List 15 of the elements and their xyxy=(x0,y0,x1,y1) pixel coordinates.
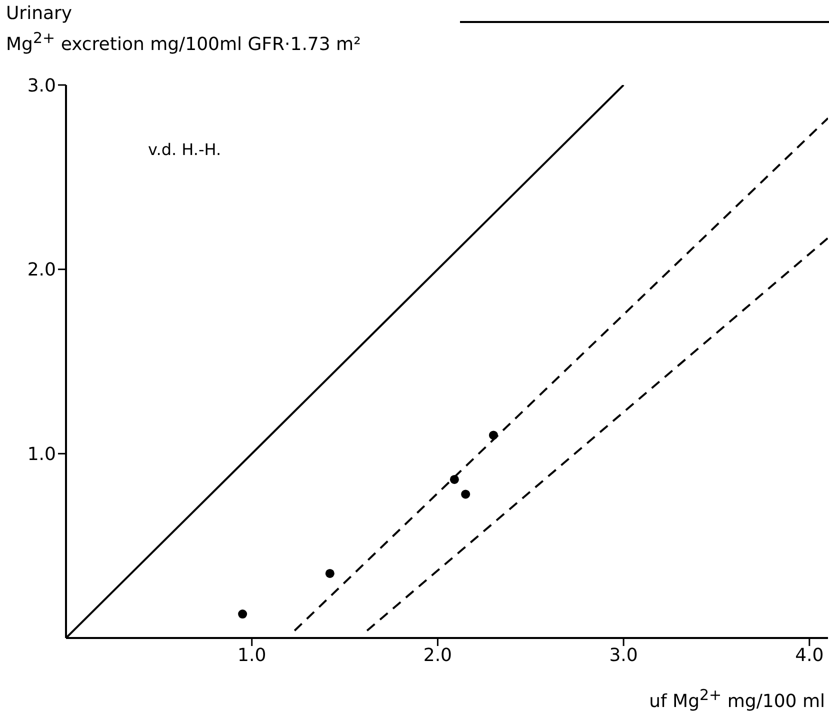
annotation: v.d. H.-H. xyxy=(148,140,222,159)
point xyxy=(325,568,334,578)
x-tick-label: 1.0 xyxy=(238,644,266,666)
y-tick-label: 1.0 xyxy=(27,444,56,466)
point xyxy=(488,430,498,440)
y-tick-label: 3.0 xyxy=(27,75,56,96)
point xyxy=(461,490,470,499)
x-axis-title: uf Mg$^{2+}$ mg/100 ml xyxy=(649,686,825,712)
point xyxy=(450,474,459,484)
point xyxy=(238,610,248,619)
y-tick-label: 2.0 xyxy=(27,260,56,281)
x-tick-label: 3.0 xyxy=(609,644,638,666)
x-tick-label: 4.0 xyxy=(795,644,824,666)
x-tick-label: 2.0 xyxy=(423,644,452,666)
y-axis-title: Urinary Mg$^{2+}$ excretion mg/100ml GFR·1.73 m² xyxy=(6,3,361,55)
